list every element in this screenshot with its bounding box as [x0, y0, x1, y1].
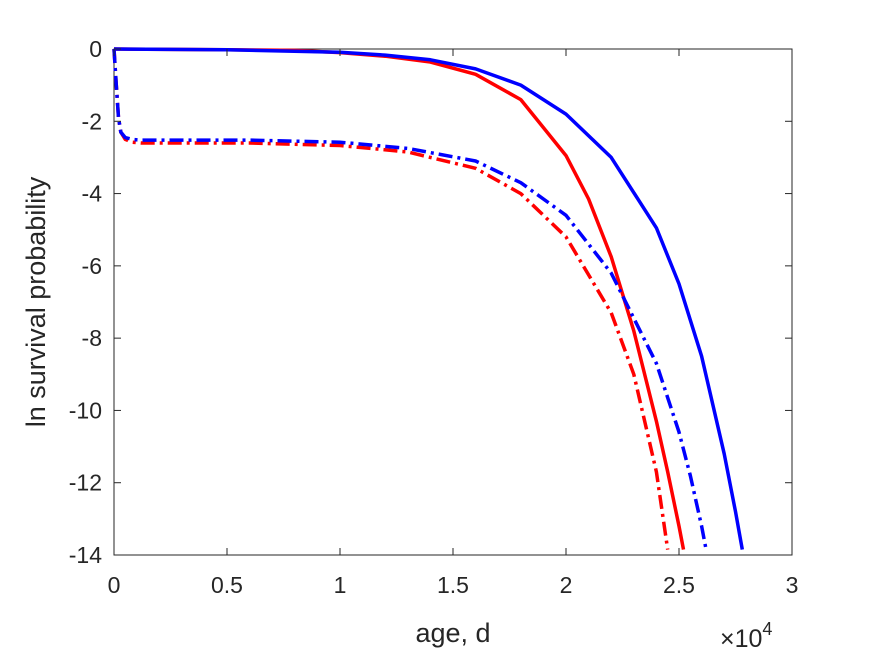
series-line-2 [113, 47, 745, 550]
x-tick-label: 2.5 [663, 572, 695, 598]
x-tick-label: 1.5 [437, 572, 469, 598]
x-multiplier-base: ×10 [720, 625, 762, 653]
series-layer [112, 47, 745, 550]
series-line-3 [112, 48, 670, 550]
x-tick-label: 0 [108, 572, 121, 598]
y-tick-label: -10 [69, 397, 102, 423]
x-tick-label: 3 [786, 572, 799, 598]
y-tick-label: -8 [82, 325, 102, 351]
y-tick-label: -12 [69, 470, 102, 496]
y-tick-label: -2 [82, 108, 102, 134]
y-tick-label: 0 [89, 36, 102, 62]
series-line-4 [112, 48, 708, 550]
y-tick-label: -4 [82, 181, 103, 207]
x-tick-label: 0.5 [211, 572, 243, 598]
y-axis-label: ln survival probability [21, 176, 51, 427]
x-tick-label: 2 [560, 572, 573, 598]
y-tick-label: -14 [69, 542, 102, 568]
x-multiplier-exponent: 4 [762, 619, 772, 639]
x-axis-label: age, d [415, 618, 490, 648]
y-tick-label: -6 [82, 253, 102, 279]
ticks-layer: 0 0.5 1 1.5 2 2.5 3 0 -2 -4 -6 -8 -10 -12 -14 [69, 36, 799, 598]
plot-area [113, 48, 793, 556]
x-multiplier-label: ×104 [720, 619, 772, 653]
x-tick-label: 1 [334, 572, 347, 598]
